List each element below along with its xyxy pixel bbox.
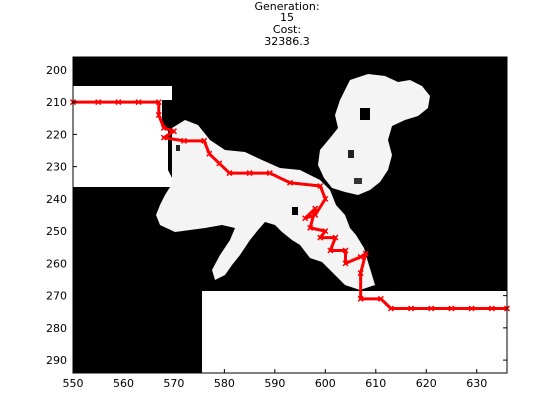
path-point-marker [201, 137, 208, 144]
path-point-marker [468, 305, 475, 312]
map-obstacle-speck [176, 145, 180, 151]
path-point-marker [317, 234, 324, 241]
y-tick-label: 220 [46, 128, 67, 141]
x-tick-label: 560 [113, 377, 134, 390]
path-point-marker [286, 179, 294, 186]
path-point-marker [312, 211, 319, 219]
path-point-marker [362, 250, 369, 257]
map-obstacle-speck [354, 178, 362, 184]
path-point-marker [246, 170, 253, 177]
path-point-marker [160, 124, 167, 131]
plot-area [69, 57, 511, 373]
path-point-marker [170, 128, 177, 135]
path-point-marker [317, 182, 324, 190]
y-tick-label: 200 [46, 64, 67, 77]
path-point-marker [95, 99, 102, 106]
x-tick-label: 610 [365, 377, 386, 390]
y-tick-label: 260 [46, 257, 67, 270]
path-point-marker [155, 112, 162, 119]
map-free-region-center [156, 120, 375, 290]
path-point-marker [428, 305, 435, 312]
map-free-region-bottom-right [202, 291, 507, 373]
path-point-marker [387, 305, 394, 312]
x-tick-label: 620 [416, 377, 437, 390]
title-generation-label: Generation: [254, 0, 319, 13]
path-point-marker [327, 247, 334, 254]
path-point-marker [226, 170, 233, 177]
y-tick-label: 290 [46, 354, 67, 367]
path-point-marker [216, 160, 223, 167]
path-point-marker [342, 247, 349, 254]
path-point-marker [408, 305, 415, 312]
x-tick-label: 630 [466, 377, 487, 390]
axes-frame [72, 56, 508, 374]
path-point-marker [488, 305, 495, 312]
path-point-marker [448, 305, 455, 312]
map-free-region-top-left [73, 86, 172, 187]
path-markers [69, 99, 511, 312]
path-point-marker [180, 137, 188, 144]
y-tick-label: 230 [46, 161, 67, 174]
x-tick-label: 590 [264, 377, 285, 390]
y-tick-label: 240 [46, 193, 67, 206]
path-point-marker [357, 295, 364, 302]
map-obstacle-speck [360, 108, 370, 120]
path-point-marker [312, 205, 319, 212]
path-point-marker [377, 295, 384, 302]
map-obstacle-speck [348, 150, 354, 158]
path-point-marker [115, 99, 122, 106]
path-point-marker [307, 224, 314, 231]
path-point-marker [332, 234, 339, 241]
x-tick-label: 580 [214, 377, 235, 390]
path-point-marker [302, 215, 309, 222]
path-point-marker [322, 195, 329, 202]
title-cost-label: Cost: [273, 23, 301, 36]
title-generation-value: 15 [280, 11, 294, 24]
x-tick-label: 600 [315, 377, 336, 390]
x-axis: 550 560 570 580 590 600 610 620 630 [63, 57, 487, 390]
title-cost-value: 32386.3 [264, 35, 310, 48]
path-point-marker [266, 170, 273, 177]
y-tick-label: 250 [46, 225, 67, 238]
x-tick-label: 550 [63, 377, 84, 390]
path-point-marker [342, 260, 349, 267]
x-tick-label: 570 [163, 377, 184, 390]
path-point-marker [135, 99, 142, 106]
path-point-marker [155, 99, 162, 106]
y-axis: 200 210 220 230 240 250 260 270 280 290 [46, 64, 507, 367]
y-tick-label: 270 [46, 290, 67, 303]
path-point-marker [357, 270, 364, 277]
path-point-marker [160, 134, 167, 141]
path-point-marker [357, 253, 364, 260]
y-tick-label: 210 [46, 96, 67, 109]
path-point-marker [322, 228, 329, 235]
y-tick-label: 280 [46, 322, 67, 335]
map-free-region-right-blob [318, 74, 430, 195]
map-obstacle-speck [292, 207, 298, 215]
path-point-marker [206, 150, 213, 157]
